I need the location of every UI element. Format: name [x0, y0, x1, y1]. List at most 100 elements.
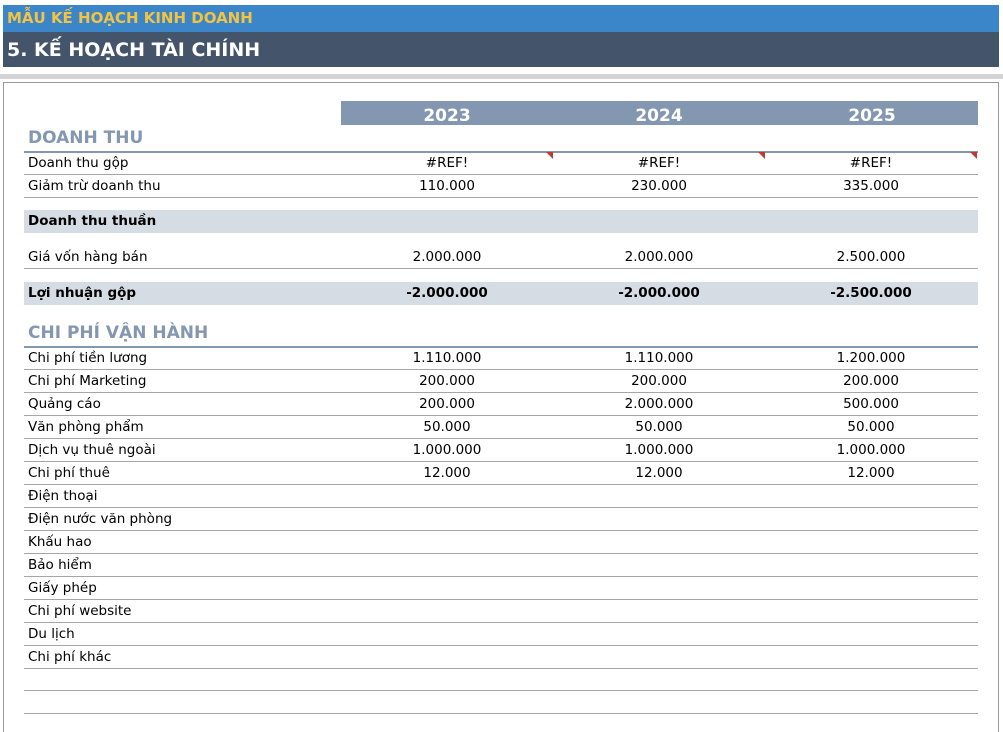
- cell-2024[interactable]: [553, 600, 765, 622]
- cell-2025[interactable]: -2.500.000: [830, 285, 912, 301]
- row-label: Khấu hao: [28, 534, 92, 550]
- cell-2023[interactable]: [341, 210, 553, 233]
- revenue-heading-underline: [24, 151, 978, 153]
- table-row[interactable]: Bảo hiểm: [24, 554, 978, 577]
- comment-indicator-icon[interactable]: [970, 152, 977, 159]
- cell-2023[interactable]: 200.000: [419, 373, 475, 389]
- cell-2025[interactable]: #REF!: [849, 155, 893, 171]
- cell-2025[interactable]: [765, 508, 977, 530]
- net-revenue-row[interactable]: Doanh thu thuần: [24, 210, 978, 233]
- cell-2025[interactable]: [765, 485, 977, 507]
- cell-2024[interactable]: [553, 554, 765, 576]
- table-row[interactable]: Chi phí khác: [24, 646, 978, 669]
- cell-2025[interactable]: [765, 646, 977, 668]
- cell-2024[interactable]: 2.000.000: [624, 396, 694, 412]
- cell-2024[interactable]: 50.000: [635, 419, 683, 435]
- cell-2025[interactable]: [765, 623, 977, 645]
- cell-2023[interactable]: [341, 531, 553, 553]
- cell-2024[interactable]: 200.000: [631, 373, 687, 389]
- cell-2023[interactable]: 1.110.000: [412, 350, 482, 366]
- cell-2025[interactable]: [765, 554, 977, 576]
- cell-2025[interactable]: 2.500.000: [836, 249, 906, 265]
- table-row[interactable]: Văn phòng phẩm 50.000 50.000 50.000: [24, 416, 978, 439]
- cell-2024[interactable]: [553, 646, 765, 668]
- cell-2023[interactable]: -2.000.000: [406, 285, 488, 301]
- cell-2023[interactable]: [341, 554, 553, 576]
- row-label: Giảm trừ doanh thu: [28, 178, 161, 194]
- row-label: Văn phòng phẩm: [28, 419, 144, 435]
- cell-2023[interactable]: [341, 646, 553, 668]
- row-label: Giấy phép: [28, 580, 97, 596]
- row-label: Doanh thu gộp: [28, 155, 129, 171]
- year-header-2024[interactable]: 2024: [635, 106, 683, 126]
- banner-gap: [0, 67, 1003, 74]
- opex-heading: CHI PHÍ VẬN HÀNH: [28, 323, 209, 343]
- table-row[interactable]: Giảm trừ doanh thu 110.000 230.000 335.0…: [24, 175, 978, 198]
- row-label: Chi phí thuê: [28, 465, 110, 481]
- cell-2025[interactable]: 500.000: [843, 396, 899, 412]
- row-label: Du lịch: [28, 626, 75, 642]
- cell-2023[interactable]: 1.000.000: [412, 442, 482, 458]
- empty-row-border: [24, 713, 978, 714]
- table-row[interactable]: Điện thoại: [24, 485, 978, 508]
- cell-2025[interactable]: [765, 210, 977, 233]
- table-row[interactable]: Điện nước văn phòng: [24, 508, 978, 531]
- table-row[interactable]: Chi phí Marketing 200.000 200.000 200.00…: [24, 370, 978, 393]
- row-label: Điện nước văn phòng: [28, 511, 173, 527]
- cell-2024[interactable]: [553, 623, 765, 645]
- cell-2025[interactable]: 12.000: [847, 465, 895, 481]
- cell-2024[interactable]: [553, 485, 765, 507]
- year-header-2023[interactable]: 2023: [423, 106, 471, 126]
- cell-2023[interactable]: 200.000: [419, 396, 475, 412]
- cell-2025[interactable]: 200.000: [843, 373, 899, 389]
- table-row[interactable]: Du lịch: [24, 623, 978, 646]
- cell-2025[interactable]: 1.000.000: [836, 442, 906, 458]
- row-label: Doanh thu thuần: [28, 213, 157, 229]
- table-row[interactable]: Dịch vụ thuê ngoài 1.000.000 1.000.000 1…: [24, 439, 978, 462]
- cell-2025[interactable]: 1.200.000: [836, 350, 906, 366]
- cell-2025[interactable]: 335.000: [843, 178, 899, 194]
- cell-2024[interactable]: [553, 531, 765, 553]
- cell-2024[interactable]: 230.000: [631, 178, 687, 194]
- cogs-row[interactable]: Giá vốn hàng bán 2.000.000 2.000.000 2.5…: [24, 246, 978, 269]
- cell-2023[interactable]: #REF!: [425, 155, 469, 171]
- cell-2025[interactable]: [765, 577, 977, 599]
- cell-2025[interactable]: [765, 600, 977, 622]
- revenue-heading: DOANH THU: [28, 128, 144, 148]
- cell-2024[interactable]: [553, 210, 765, 233]
- table-row[interactable]: Chi phí thuê 12.000 12.000 12.000: [24, 462, 978, 485]
- table-row[interactable]: Khấu hao: [24, 531, 978, 554]
- cell-2023[interactable]: [341, 600, 553, 622]
- cell-2024[interactable]: -2.000.000: [618, 285, 700, 301]
- comment-indicator-icon[interactable]: [546, 152, 553, 159]
- section-banner-title: 5. KẾ HOẠCH TÀI CHÍNH: [3, 32, 999, 67]
- table-row[interactable]: Giấy phép: [24, 577, 978, 600]
- cell-2023[interactable]: [341, 623, 553, 645]
- cell-2024[interactable]: 2.000.000: [624, 249, 694, 265]
- table-row[interactable]: Doanh thu gộp #REF! #REF! #REF!: [24, 152, 978, 175]
- cell-2025[interactable]: [765, 531, 977, 553]
- cell-2023[interactable]: 50.000: [423, 419, 471, 435]
- table-row[interactable]: Chi phí website: [24, 600, 978, 623]
- year-header-2025[interactable]: 2025: [848, 106, 896, 126]
- table-row[interactable]: Quảng cáo 200.000 2.000.000 500.000: [24, 393, 978, 416]
- cell-2023[interactable]: 110.000: [419, 178, 475, 194]
- cell-2025[interactable]: 50.000: [847, 419, 895, 435]
- row-label: Bảo hiểm: [28, 557, 92, 573]
- cell-2023[interactable]: [341, 485, 553, 507]
- cell-2024[interactable]: 12.000: [635, 465, 683, 481]
- cell-2023[interactable]: 12.000: [423, 465, 471, 481]
- table-row[interactable]: Chi phí tiền lương 1.110.000 1.110.000 1…: [24, 347, 978, 370]
- cell-2023[interactable]: [341, 508, 553, 530]
- cell-2024[interactable]: 1.110.000: [624, 350, 694, 366]
- gross-profit-row[interactable]: Lợi nhuận gộp -2.000.000 -2.000.000 -2.5…: [24, 282, 978, 305]
- comment-indicator-icon[interactable]: [758, 152, 765, 159]
- row-label: Quảng cáo: [28, 396, 101, 412]
- cell-2024[interactable]: 1.000.000: [624, 442, 694, 458]
- cell-2024[interactable]: [553, 508, 765, 530]
- cell-2023[interactable]: [341, 577, 553, 599]
- cell-2024[interactable]: [553, 577, 765, 599]
- cell-2024[interactable]: #REF!: [637, 155, 681, 171]
- row-label: Chi phí website: [28, 603, 132, 619]
- cell-2023[interactable]: 2.000.000: [412, 249, 482, 265]
